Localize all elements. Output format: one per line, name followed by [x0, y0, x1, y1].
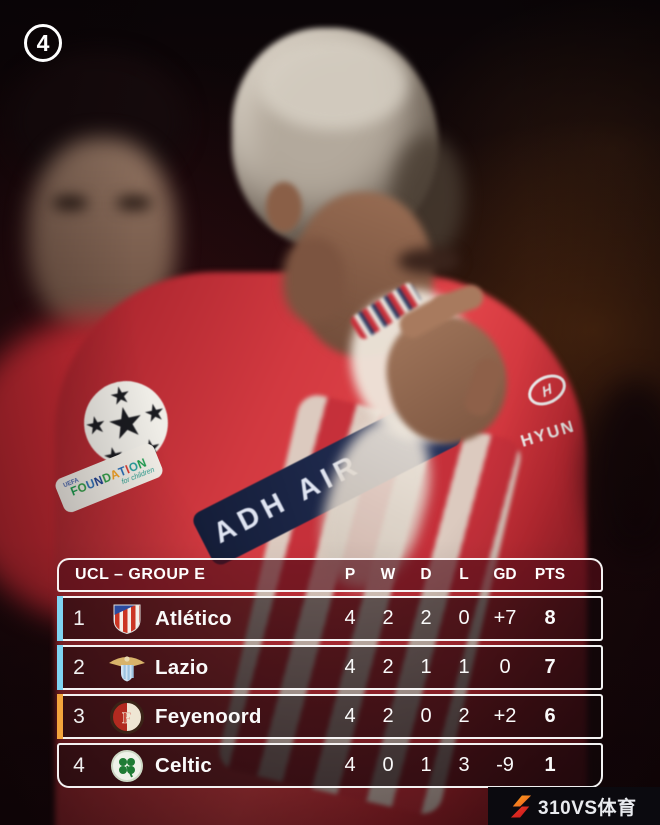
rank: 3 — [73, 704, 85, 728]
qualification-stripe — [57, 645, 63, 690]
stat-played: 4 — [344, 754, 356, 776]
player-ear — [266, 182, 302, 232]
stat-gd: +2 — [493, 705, 517, 727]
stat-pts: 6 — [544, 705, 556, 727]
table-row: 4 Celtic 4 0 1 3 -9 1 — [57, 743, 603, 788]
stat-gd: 0 — [499, 656, 511, 678]
player-brow — [398, 248, 460, 274]
rank: 1 — [73, 606, 85, 630]
stat-drawn: 2 — [420, 607, 432, 629]
background-player-eye — [116, 196, 152, 210]
col-header-drawn: D — [420, 566, 432, 583]
celtic-crest-icon — [99, 749, 155, 782]
stat-lost: 1 — [458, 656, 470, 678]
stat-won: 2 — [382, 705, 394, 727]
qualification-stripe — [57, 694, 63, 739]
col-header-pts: PTS — [534, 566, 566, 583]
stat-pts: 8 — [544, 607, 556, 629]
player-hair-highlight — [258, 38, 408, 130]
watermark-text: 310VS体育 — [538, 797, 637, 819]
stat-played: 4 — [344, 705, 356, 727]
slide-number-badge: 4 — [24, 24, 62, 62]
stat-lost: 0 — [458, 607, 470, 629]
stat-won: 0 — [382, 754, 394, 776]
atletico-madrid-crest-icon — [99, 602, 155, 636]
col-header-lost: L — [459, 566, 469, 583]
team-name: Atlético — [155, 606, 232, 630]
rank: 4 — [73, 753, 85, 777]
watermark-logo-icon — [510, 795, 532, 817]
stat-lost: 2 — [458, 705, 470, 727]
col-header-won: W — [380, 566, 396, 583]
stat-won: 2 — [382, 656, 394, 678]
col-header-played: P — [344, 566, 356, 583]
col-header-gd: GD — [493, 566, 517, 583]
table-title: UCL – GROUP E — [75, 566, 206, 583]
stat-lost: 3 — [458, 754, 470, 776]
standings-table: UCL – GROUP E P W D L GD PTS 1 — [57, 558, 603, 788]
stat-drawn: 0 — [420, 705, 432, 727]
stat-won: 2 — [382, 607, 394, 629]
stat-pts: 7 — [544, 656, 556, 678]
stat-drawn: 1 — [420, 754, 432, 776]
stat-drawn: 1 — [420, 656, 432, 678]
svg-text:F: F — [122, 710, 132, 727]
feyenoord-crest-icon: F — [99, 699, 155, 734]
team-name: Lazio — [155, 655, 209, 679]
player-neck — [283, 238, 345, 322]
rank: 2 — [73, 655, 85, 679]
stat-pts: 1 — [544, 754, 556, 776]
qualification-stripe — [57, 596, 63, 641]
table-row: 1 Atlético 4 2 2 0 — [57, 596, 603, 641]
stat-gd: +7 — [493, 607, 517, 629]
team-name: Feyenoord — [155, 704, 262, 728]
team-name: Celtic — [155, 753, 213, 777]
table-row: 2 Lazio 4 2 1 1 0 7 — [57, 645, 603, 690]
background-player-eye — [52, 196, 88, 210]
stat-played: 4 — [344, 607, 356, 629]
watermark: 310VS体育 — [488, 787, 660, 825]
stat-gd: -9 — [496, 754, 514, 776]
lazio-crest-icon — [99, 651, 155, 685]
table-header: UCL – GROUP E P W D L GD PTS — [57, 558, 603, 592]
table-row: 3 F Feyenoord 4 2 0 2 +2 6 — [57, 694, 603, 739]
stat-played: 4 — [344, 656, 356, 678]
